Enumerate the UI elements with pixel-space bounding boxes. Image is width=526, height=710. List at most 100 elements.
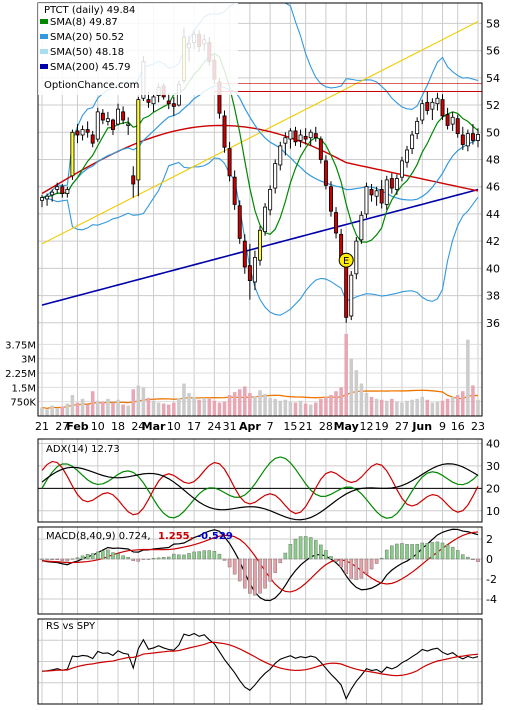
macd-histogram-bar [212,550,217,560]
macd-histogram-bar [243,558,247,589]
macd-histogram-bar [364,558,369,575]
volume-bar [273,398,277,416]
macd-histogram-bar [445,544,450,560]
candle-body [450,116,455,125]
macd-histogram-bar [273,558,277,573]
macd-histogram-bar [136,558,141,562]
legend-sma50: SMA(50) 48.18 [50,47,124,58]
volume-bar [445,398,450,416]
macd-histogram-bar [400,543,404,560]
x-tick-label: 18 [111,420,125,433]
macd-histogram-bar [75,557,80,560]
volume-bar [466,339,470,416]
candle-body [237,205,242,239]
macd-histogram-bar [232,558,237,575]
volume-bar [308,404,313,416]
candle-body [242,240,247,268]
price-tick-label: 40 [486,262,500,275]
volume-bar [354,370,359,416]
volume-bar [141,387,146,416]
macd-tick-label: -4 [486,593,497,606]
macd-histogram-bar [45,558,49,560]
volume-bar [405,400,409,416]
macd-histogram-bar [146,558,151,560]
adx-panel-frame [37,438,483,523]
macd-histogram-bar [425,543,430,560]
price-tick-label: 56 [486,45,500,58]
legend-swatch-sma8 [40,19,48,24]
macd-histogram-bar [349,558,354,579]
price-tick-label: 50 [486,126,500,139]
legend-sma8: SMA(8) 49.87 [50,17,118,28]
volume-bar [476,399,480,416]
price-tick-label: 46 [486,181,500,194]
volume-bar [415,398,419,416]
macd-histogram-bar [253,558,257,596]
x-tick-label: 31 [223,420,237,433]
volume-bar [440,400,445,416]
macd-histogram-bar [227,558,232,568]
macd-histogram-bar [293,538,298,560]
candle-body [354,240,359,275]
rs-ma-line [41,641,479,677]
macd-histogram-bar [207,550,212,560]
candle-body [349,274,354,317]
price-tick-label: 42 [486,235,500,248]
volume-bar [45,409,49,416]
volume-bar [161,403,166,416]
candle-body [40,197,44,201]
candle-body [65,189,70,194]
macd-histogram-bar [121,555,125,560]
macd-tick-label: 2 [486,533,493,546]
candle-body [460,134,465,145]
candle-body [344,261,349,318]
macd-histogram-bar [50,558,54,560]
macd-histogram-bar [354,558,359,580]
volume-bar [268,397,272,416]
volume-bar [425,399,430,416]
x-tick-label: 28 [319,420,333,433]
volume-bar [400,402,404,416]
macd-histogram-bar [415,544,419,560]
volume-bar [395,401,399,416]
volume-bar [324,396,328,416]
volume-tick-label: 2.25M [5,369,36,380]
candle-body [465,133,470,147]
macd-histogram-bar [217,553,222,560]
rs-panel-frame [37,618,483,705]
x-tick-label: 21 [299,420,313,433]
volume-bar [339,387,343,416]
rs-line [41,632,479,701]
macd-histogram-bar [283,552,288,560]
x-tick-label: 27 [395,420,409,433]
macd-histogram-bar [95,551,100,560]
volume-tick-label: 750K [10,398,36,409]
volume-bar [384,400,389,416]
adx-tick-label: 40 [486,437,500,450]
macd-histogram-bar [172,553,176,560]
volume-bar [293,402,298,416]
legend-box [38,3,238,95]
macd-histogram-bar [390,545,394,560]
sma20-line [41,85,479,201]
volume-bar [461,391,465,416]
candle-body [334,212,339,234]
adx-tick-label: 10 [486,505,500,518]
volume-bar [319,398,323,416]
candle-body [90,134,95,144]
macd-histogram-bar [339,558,343,568]
earnings-marker [338,252,354,268]
candle-body [379,189,384,204]
x-tick-label: Mar [142,420,166,433]
volume-bar [106,398,110,416]
candle-body [410,134,415,150]
macd-histogram-bar [319,544,323,560]
candle-body [105,118,110,122]
candle-body [45,195,50,200]
volume-bar [278,400,283,416]
x-tick-label: 17 [187,420,201,433]
x-tick-label: 24 [207,420,221,433]
volume-bar [288,401,293,416]
macd-histogram-bar [405,544,409,560]
